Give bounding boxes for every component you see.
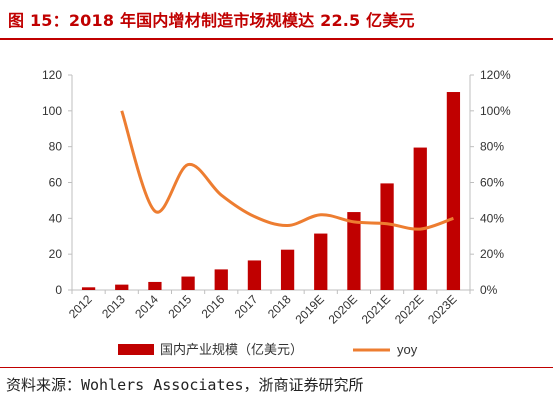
y-left-tick-label: 0 xyxy=(55,283,62,297)
figure-title: 图 15：2018 年国内增材制造市场规模达 22.5 亿美元 xyxy=(8,11,415,30)
bar-2020E xyxy=(347,212,361,290)
source-note: 资料来源：Wohlers Associates，浙商证券研究所 xyxy=(6,376,364,394)
x-tick-label: 2018 xyxy=(265,292,294,321)
bar-2019E xyxy=(314,233,328,290)
x-tick-label: 2019E xyxy=(292,292,326,326)
bar-2016 xyxy=(214,269,228,290)
y-left-tick-label: 40 xyxy=(49,211,63,225)
y-right-tick-label: 0% xyxy=(480,283,498,297)
bar-2013 xyxy=(115,284,129,290)
chart: 0 20 40 60 80 100 120 0% 20% 40% 60% 80% 100% 120% 201… xyxy=(42,68,511,357)
y-left-tick-label: 80 xyxy=(49,140,63,154)
bar-2023E xyxy=(446,92,461,290)
x-tick-label: 2021E xyxy=(359,292,393,326)
y-left-tick-label: 60 xyxy=(49,176,63,190)
x-tick-label: 2022E xyxy=(392,292,426,326)
y-right-tick-label: 100% xyxy=(480,104,511,118)
yoy-line xyxy=(120,110,454,231)
x-tick-label: 2016 xyxy=(199,292,228,321)
x-tick-label: 2012 xyxy=(66,292,95,321)
figure-title-bar: 图 15：2018 年国内增材制造市场规模达 22.5 亿美元 xyxy=(0,0,553,40)
legend-swatch-bars xyxy=(118,344,154,355)
x-tick-label: 2015 xyxy=(165,292,194,321)
bar-2014 xyxy=(148,281,162,290)
y-left-tick-label: 120 xyxy=(42,68,62,82)
bar-2022E xyxy=(413,147,427,290)
x-tick-label: 2014 xyxy=(132,292,161,321)
y-right-tick-label: 80% xyxy=(480,140,504,154)
bar-2012 xyxy=(81,287,96,290)
x-tick-label: 2017 xyxy=(232,292,261,321)
legend-label-yoy: yoy xyxy=(397,342,418,357)
y-right-tick-label: 20% xyxy=(480,247,504,261)
bar-2018 xyxy=(280,249,295,290)
y-left-tick-label: 100 xyxy=(42,104,62,118)
y-right-tick-label: 120% xyxy=(480,68,511,82)
x-tick-label: 2023E xyxy=(425,292,459,326)
y-right-tick-label: 40% xyxy=(480,211,504,225)
bar-2015 xyxy=(181,276,195,290)
y-left-tick-label: 20 xyxy=(49,247,63,261)
legend-label-bars: 国内产业规模（亿美元） xyxy=(160,342,303,357)
x-tick-label: 2020E xyxy=(326,292,360,326)
bar-2017 xyxy=(247,260,262,290)
source-divider xyxy=(0,367,553,368)
x-tick-label: 2013 xyxy=(99,292,128,321)
y-right-tick-label: 60% xyxy=(480,176,504,190)
bar-2021E xyxy=(380,183,394,290)
